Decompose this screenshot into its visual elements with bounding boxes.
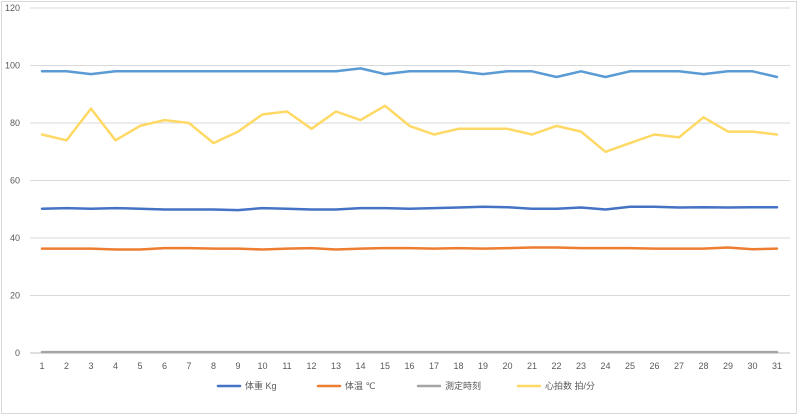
x-tick-label: 14	[355, 361, 365, 371]
x-tick-label: 9	[235, 361, 240, 371]
legend-item: 測定時刻	[416, 380, 481, 391]
x-tick-label: 19	[478, 361, 488, 371]
x-tick-label: 30	[747, 361, 757, 371]
x-tick-label: 15	[380, 361, 390, 371]
x-tick-label: 28	[698, 361, 708, 371]
legend-label: 心拍数 拍/分	[545, 380, 595, 391]
x-tick-label: 16	[404, 361, 414, 371]
x-tick-label: 6	[162, 361, 167, 371]
x-axis-tick-labels: 1 2 3 4 5 6 7 8 9 10 11 12 13 14 15 16 17 18 19 20 21 22 23 24 2…	[39, 361, 782, 371]
gridlines	[30, 7, 790, 354]
series-line	[40, 205, 779, 212]
x-tick-label: 10	[257, 361, 267, 371]
x-tick-label: 18	[453, 361, 463, 371]
y-tick-label: 120	[5, 3, 20, 13]
x-tick-label: 17	[429, 361, 439, 371]
legend: 体重 Kg 体温 ℃ 測定時刻 心拍数 拍/分	[216, 380, 595, 391]
x-tick-label: 4	[113, 361, 118, 371]
legend-item: 体重 Kg	[216, 380, 277, 391]
x-tick-label: 8	[211, 361, 216, 371]
legend-item: 心拍数 拍/分	[516, 380, 595, 391]
x-tick-label: 11	[282, 361, 291, 371]
x-tick-label: 20	[502, 361, 512, 371]
x-tick-label: 13	[331, 361, 341, 371]
x-tick-label: 26	[649, 361, 659, 371]
y-tick-label: 60	[10, 176, 20, 186]
y-tick-label: 20	[10, 291, 20, 301]
x-tick-label: 24	[600, 361, 610, 371]
series-lines	[40, 67, 779, 354]
x-tick-label: 2	[64, 361, 69, 371]
legend-label: 体重 Kg	[245, 380, 277, 391]
y-tick-label: 0	[15, 348, 20, 358]
x-tick-label: 27	[674, 361, 684, 371]
series-line	[40, 104, 779, 154]
y-tick-label: 100	[5, 61, 20, 71]
x-tick-label: 23	[576, 361, 586, 371]
x-tick-label: 29	[723, 361, 733, 371]
legend-label: 体温 ℃	[345, 380, 376, 391]
y-tick-label: 80	[10, 118, 20, 128]
series-line	[40, 67, 779, 79]
series-line	[40, 246, 779, 251]
legend-item: 体温 ℃	[316, 380, 376, 391]
y-axis-tick-labels: 0 20 40 60 80 100 120	[5, 3, 20, 358]
x-tick-label: 3	[88, 361, 93, 371]
legend-label: 測定時刻	[445, 380, 481, 391]
x-tick-label: 31	[772, 361, 782, 371]
x-tick-label: 12	[306, 361, 316, 371]
x-tick-label: 5	[137, 361, 142, 371]
x-tick-label: 25	[625, 361, 635, 371]
x-tick-label: 22	[551, 361, 561, 371]
x-tick-label: 21	[527, 361, 537, 371]
y-tick-label: 40	[10, 233, 20, 243]
x-tick-label: 7	[186, 361, 191, 371]
x-tick-label: 1	[39, 361, 44, 371]
